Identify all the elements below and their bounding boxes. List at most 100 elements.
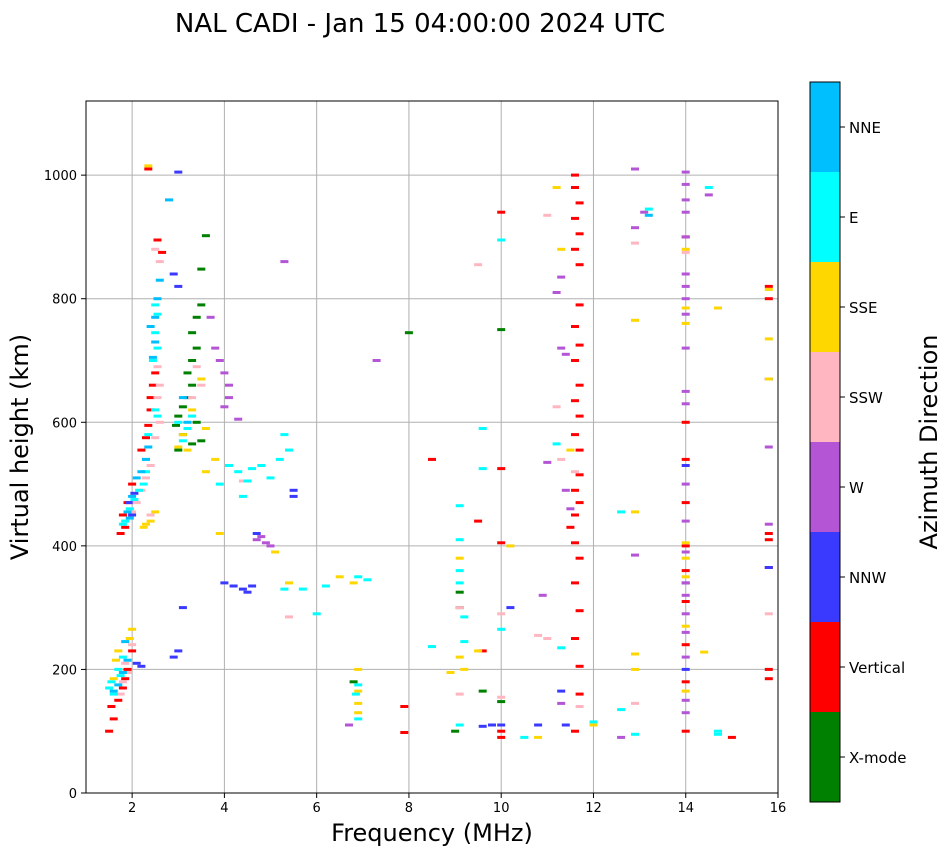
point-e [234, 470, 243, 474]
point-vertical [727, 735, 736, 739]
point-sse [183, 448, 192, 452]
point-vertical [148, 383, 157, 387]
point-x-mode [497, 700, 506, 704]
point-ssw [155, 420, 164, 424]
point-vertical [575, 473, 584, 477]
point-nnw [534, 723, 543, 727]
point-nnw [125, 501, 134, 505]
y-tick-label: 200 [52, 663, 77, 678]
point-nnw [248, 584, 257, 588]
point-e [321, 584, 330, 588]
point-x-mode [188, 442, 197, 446]
point-x-mode [192, 420, 201, 424]
point-sse [125, 637, 134, 640]
point-e [354, 683, 363, 687]
point-w [234, 417, 243, 421]
point-vertical [566, 525, 575, 529]
point-vertical [144, 167, 153, 171]
point-w [681, 389, 690, 393]
point-w [681, 550, 690, 554]
point-x-mode [349, 680, 358, 684]
point-sse [681, 306, 690, 310]
point-vertical [144, 423, 153, 427]
point-e [125, 507, 134, 511]
point-w [557, 275, 566, 279]
point-vertical [128, 649, 137, 653]
point-ssw [155, 383, 164, 387]
point-e [174, 420, 183, 424]
point-w [681, 272, 690, 276]
point-nnw [174, 170, 183, 174]
point-e [130, 498, 139, 501]
point-nnw [229, 584, 238, 588]
point-w [681, 210, 690, 214]
point-x-mode [174, 414, 183, 418]
point-nne [644, 213, 653, 217]
point-e [139, 482, 148, 486]
gridlines [86, 101, 779, 794]
point-vertical [571, 325, 579, 328]
point-w [261, 541, 270, 545]
point-sse [681, 541, 690, 545]
point-nnw [506, 606, 515, 610]
colorbar: X-mode Vertical NNW W SSW SSE E NNE [809, 81, 906, 803]
point-ssw [575, 705, 584, 708]
point-vertical [575, 448, 584, 452]
point-e [617, 510, 626, 514]
point-sse [446, 671, 455, 674]
point-sse [128, 627, 137, 631]
point-sse [354, 689, 363, 693]
point-vertical [575, 303, 584, 307]
point-w [681, 402, 690, 406]
x-tick-label: 14 [677, 801, 694, 816]
point-sse [681, 575, 690, 579]
point-sse [335, 575, 344, 579]
colorbar-tick-label: Vertical [849, 659, 905, 677]
colorbar-swatch [810, 532, 840, 622]
point-e [183, 427, 192, 430]
point-w [557, 346, 566, 350]
point-sse [631, 510, 639, 514]
point-sse [114, 649, 123, 653]
colorbar-swatch [810, 262, 840, 352]
y-tick-label: 800 [52, 293, 77, 308]
point-vertical [497, 467, 506, 471]
x-tick-label: 10 [493, 801, 510, 816]
point-e [280, 433, 289, 437]
colorbar-swatch [810, 172, 840, 262]
point-sse [460, 667, 469, 671]
point-w [225, 396, 233, 400]
chart-title: NAL CADI - Jan 15 04:00:00 2024 UTC [175, 9, 665, 39]
point-x-mode [451, 729, 460, 733]
point-sse [552, 186, 561, 189]
point-e [455, 569, 464, 573]
point-w [764, 445, 773, 449]
point-vertical [681, 680, 690, 684]
point-nnw [132, 661, 141, 665]
point-vertical [575, 501, 584, 505]
point-sse [174, 445, 183, 449]
colorbar-swatch [810, 712, 840, 802]
point-e [557, 646, 566, 650]
point-ssw [128, 643, 137, 647]
point-nnw [764, 566, 773, 569]
colorbar-swatch [810, 82, 840, 172]
point-ssw [155, 260, 164, 264]
point-vertical [571, 359, 579, 362]
point-vertical [121, 525, 130, 529]
point-w [681, 698, 690, 702]
point-vertical [428, 457, 436, 461]
point-nnw [252, 532, 261, 535]
point-nne [125, 516, 134, 520]
point-vertical [146, 396, 155, 400]
point-sse [215, 532, 224, 535]
point-w [211, 346, 220, 350]
colorbar-label: Azimuth Direction [915, 335, 943, 550]
point-nne [123, 658, 132, 662]
point-e [644, 207, 653, 211]
point-e [153, 414, 162, 418]
point-sse [201, 427, 210, 430]
colorbar-swatch [810, 622, 840, 712]
point-x-mode [455, 590, 464, 594]
point-x-mode [183, 371, 192, 375]
